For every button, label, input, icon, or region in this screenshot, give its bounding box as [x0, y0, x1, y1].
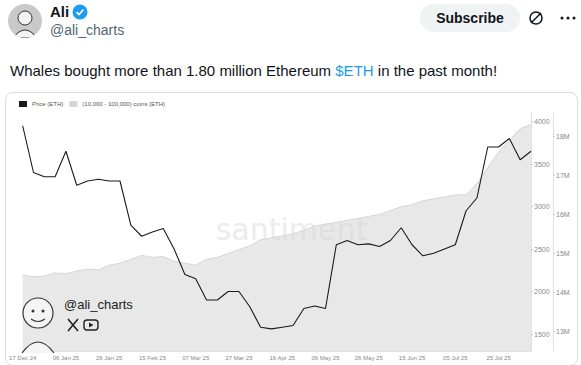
- svg-text:Price (ETH): Price (ETH): [32, 101, 63, 107]
- svg-text:3500: 3500: [534, 161, 550, 168]
- svg-text:27 Mar 25: 27 Mar 25: [225, 355, 253, 361]
- svg-text:4000: 4000: [534, 118, 550, 125]
- svg-text:17M: 17M: [556, 172, 570, 179]
- svg-text:16M: 16M: [556, 211, 570, 218]
- svg-text:06 May 25: 06 May 25: [311, 355, 340, 361]
- svg-text:1500: 1500: [534, 331, 550, 338]
- svg-text:25 Jul 25: 25 Jul 25: [486, 355, 511, 361]
- svg-text:13M: 13M: [556, 328, 570, 335]
- html-text:Subscribe: Subscribe: [436, 10, 504, 26]
- svg-text:15M: 15M: [556, 250, 570, 257]
- html-text:@ali_charts: @ali_charts: [50, 22, 125, 38]
- svg-text:07 Mar 25: 07 Mar 25: [182, 355, 210, 361]
- svg-text:26 Jan 25: 26 Jan 25: [96, 355, 123, 361]
- svg-text:15 Jun 25: 15 Jun 25: [399, 355, 426, 361]
- svg-text:17 Dec 24: 17 Dec 24: [9, 355, 37, 361]
- svg-text:2500: 2500: [534, 246, 550, 253]
- svg-text:05 Jul 25: 05 Jul 25: [443, 355, 468, 361]
- svg-text:(10,000 - 100,000) coins (ETH): (10,000 - 100,000) coins (ETH): [82, 101, 165, 107]
- svg-text:santiment: santiment: [215, 211, 368, 247]
- html-text:Whales bought more than 1.80 m: Whales bought more than 1.80 million Eth…: [10, 62, 498, 79]
- svg-text:06 Jan 25: 06 Jan 25: [53, 355, 80, 361]
- html-text:Ali: Ali: [50, 3, 70, 20]
- svg-text:3000: 3000: [534, 203, 550, 210]
- svg-text:15 Feb 25: 15 Feb 25: [139, 355, 167, 361]
- svg-text:26 May 25: 26 May 25: [355, 355, 384, 361]
- svg-text:16 Apr 25: 16 Apr 25: [269, 355, 295, 361]
- html-text:@ali_charts: @ali_charts: [64, 297, 133, 312]
- svg-text:18M: 18M: [556, 133, 570, 140]
- svg-text:14M: 14M: [556, 289, 570, 296]
- svg-text:2000: 2000: [534, 288, 550, 295]
